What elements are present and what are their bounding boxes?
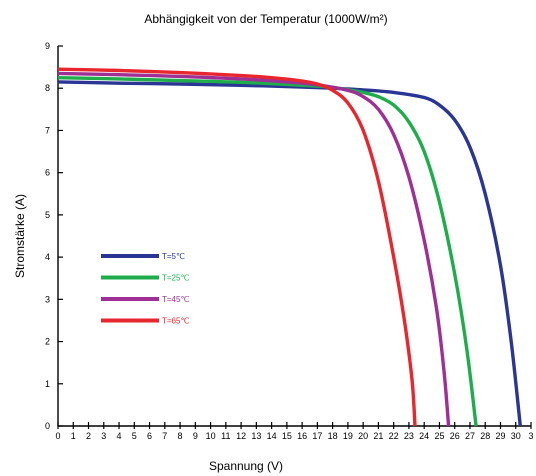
legend-label-1: T=5℃ <box>162 252 185 261</box>
legend-label-3: T=45℃ <box>162 295 189 304</box>
x-tick-label: 3 <box>101 431 106 441</box>
x-tick-label: 17 <box>312 431 322 441</box>
chart-title: Abhängigkeit von der Temperatur (1000W/m… <box>144 12 387 26</box>
x-tick-label: 19 <box>343 431 353 441</box>
x-tick-label: 12 <box>236 431 246 441</box>
x-tick-label: 28 <box>480 431 490 441</box>
y-tick-label: 6 <box>45 168 50 178</box>
legend-label-4: T=65℃ <box>162 317 189 326</box>
x-tick-label: 13 <box>251 431 261 441</box>
y-tick-label: 2 <box>45 337 50 347</box>
x-tick-label: 30 <box>511 431 521 441</box>
x-tick-label: 20 <box>358 431 368 441</box>
y-tick-label: 9 <box>45 41 50 51</box>
x-ticks: 0 1 2 3 4 5 6 7 8 9 10 11 12 13 14 15 16 17 18 19 20 21 22 23 24… <box>55 422 534 441</box>
x-tick-label: 9 <box>193 431 198 441</box>
x-tick-label: 11 <box>221 431 230 441</box>
x-tick-label: 8 <box>178 431 183 441</box>
series-line-1 <box>57 80 522 427</box>
y-tick-label: 4 <box>45 252 50 262</box>
y-axis-title: Stromstärke (A) <box>13 194 27 278</box>
x-tick-label: 27 <box>465 431 475 441</box>
x-tick-label: 0 <box>55 431 60 441</box>
x-tick-label: 1 <box>71 431 76 441</box>
x-tick-label: 4 <box>117 431 122 441</box>
series-line-2 <box>57 76 478 427</box>
x-tick-label: 7 <box>162 431 167 441</box>
x-tick-label: 2 <box>86 431 91 441</box>
x-tick-label: 5 <box>132 431 137 441</box>
legend-label-2: T=25℃ <box>162 274 189 283</box>
y-ticks: 0 1 2 3 4 5 6 7 8 9 <box>45 41 63 431</box>
x-tick-label: 6 <box>147 431 152 441</box>
x-axis-title: Spannung (V) <box>209 459 283 473</box>
y-tick-label: 8 <box>45 83 50 93</box>
x-tick-label: 25 <box>434 431 444 441</box>
x-tick-label: 26 <box>450 431 460 441</box>
x-tick-label: 18 <box>328 431 338 441</box>
x-tick-label: 29 <box>495 431 505 441</box>
y-tick-label: 0 <box>45 421 50 431</box>
x-tick-label: 3 <box>528 431 533 441</box>
x-tick-label: 14 <box>267 431 277 441</box>
series-layer <box>57 67 522 427</box>
series-line-3 <box>57 71 451 427</box>
x-tick-label: 21 <box>373 431 383 441</box>
x-tick-label: 23 <box>404 431 414 441</box>
x-tick-label: 24 <box>419 431 429 441</box>
series-line-4 <box>57 67 417 427</box>
x-tick-label: 15 <box>282 431 292 441</box>
x-tick-label: 16 <box>297 431 307 441</box>
y-tick-label: 3 <box>45 294 50 304</box>
y-tick-label: 1 <box>45 379 50 389</box>
x-tick-label: 22 <box>389 431 399 441</box>
legend: T=5℃ T=25℃ T=45℃ T=65℃ <box>101 252 189 326</box>
y-tick-label: 7 <box>45 125 50 135</box>
x-tick-label: 10 <box>206 431 216 441</box>
y-tick-label: 5 <box>45 210 50 220</box>
